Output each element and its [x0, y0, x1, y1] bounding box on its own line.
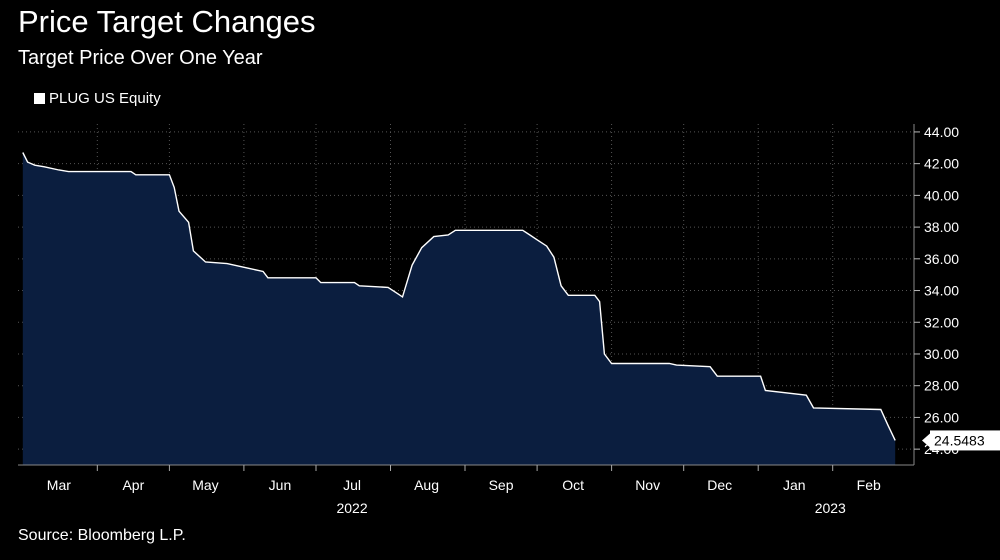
x-tick-label: Jun — [269, 477, 292, 493]
chart-title: Price Target Changes — [18, 4, 316, 39]
series-line — [22, 152, 896, 441]
x-tick-label: Sep — [489, 477, 514, 493]
x-tick-label: Nov — [635, 477, 660, 493]
y-tick-label: 44.00 — [924, 124, 959, 140]
x-tick-label: Jan — [783, 477, 806, 493]
source-note: Source: Bloomberg L.P. — [18, 527, 186, 544]
y-tick-label: 42.00 — [924, 156, 959, 172]
legend: PLUG US Equity — [34, 90, 161, 107]
x-tick-label: May — [192, 477, 218, 493]
x-tick-label: Jul — [343, 477, 361, 493]
y-tick-label: 30.00 — [924, 346, 959, 362]
x-year-label: 2023 — [815, 500, 846, 516]
x-year-label: 2022 — [336, 500, 367, 516]
series-area — [22, 152, 896, 465]
x-tick-label: Apr — [122, 477, 144, 493]
last-value-box — [930, 430, 1000, 451]
x-tick-label: Feb — [857, 477, 881, 493]
x-tick-label: Mar — [47, 477, 71, 493]
y-tick-label: 28.00 — [924, 378, 959, 394]
y-tick-label: 32.00 — [924, 314, 959, 330]
legend-swatch — [34, 93, 45, 104]
y-tick-label: 26.00 — [924, 409, 959, 425]
y-tick-label: 38.00 — [924, 219, 959, 235]
y-tick-label: 36.00 — [924, 251, 959, 267]
legend-label: PLUG US Equity — [49, 90, 161, 107]
last-value-label: 24.5483 — [934, 432, 985, 448]
x-tick-label: Dec — [707, 477, 732, 493]
y-tick-label: 34.00 — [924, 283, 959, 299]
chart-subtitle: Target Price Over One Year — [18, 47, 263, 69]
y-tick-label: 40.00 — [924, 187, 959, 203]
x-tick-label: Aug — [414, 477, 439, 493]
last-value-marker: 24.5483 — [922, 430, 1000, 451]
x-tick-label: Oct — [562, 477, 584, 493]
last-value-pointer — [922, 433, 930, 448]
